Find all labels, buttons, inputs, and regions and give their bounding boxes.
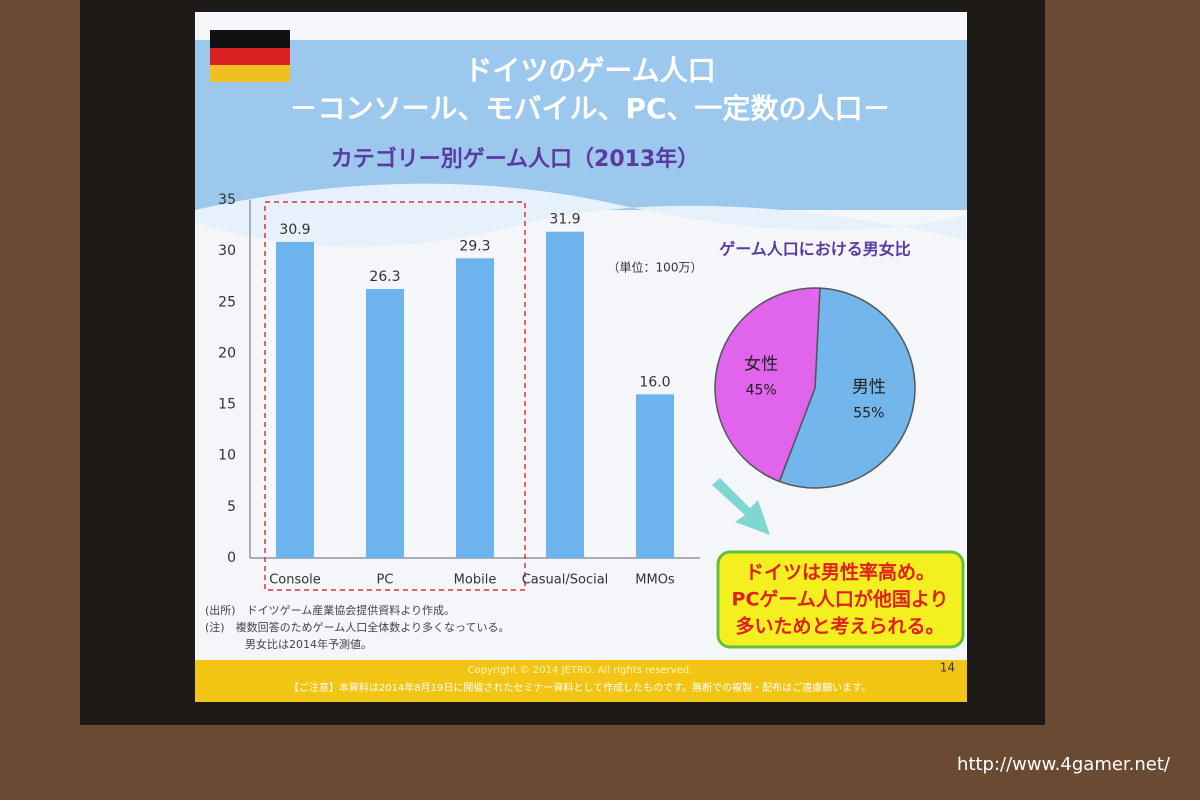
bar [546, 231, 584, 559]
value-label: 16.0 [639, 374, 670, 390]
note: (注) 複数回答のためゲーム人口全体数より多くなっている。 [205, 620, 509, 634]
bar [636, 394, 674, 558]
y-tick-label: 10 [218, 448, 236, 464]
slice-label: 女性 [744, 355, 778, 375]
slide-title: ドイツのゲーム人口 [464, 54, 715, 87]
y-tick-label: 20 [218, 345, 236, 361]
highlight-box [264, 201, 526, 591]
slide-subtitle: －コンソール、モバイル、PC、一定数の人口－ [289, 92, 890, 125]
note: (出所) ドイツゲーム産業協会提供資料より作成。 [205, 603, 455, 617]
header-band [195, 40, 967, 210]
value-label: 26.3 [369, 269, 400, 285]
x-tick-label: Console [269, 573, 321, 588]
disclaimer: 【ご注意】本資料は2014年8月19日に開催されたセミナー資料として作成したもの… [289, 681, 871, 694]
watermark: http://www.4gamer.net/ [957, 754, 1171, 775]
flag-gold [210, 65, 290, 82]
flag-red [210, 48, 290, 65]
arrow [712, 478, 770, 535]
callout-line: 多いためと考えられる。 [735, 615, 944, 638]
value-label: 29.3 [459, 238, 490, 254]
slice-value: 45% [746, 383, 777, 399]
page-number: 14 [940, 661, 955, 675]
callout-line: ドイツは男性率高め。 [745, 561, 935, 584]
flag-black [210, 30, 290, 48]
y-tick-label: 0 [227, 550, 236, 566]
slice-value: 55% [853, 405, 884, 421]
y-tick-label: 35 [218, 192, 236, 208]
footer-band [195, 660, 967, 702]
value-label: 31.9 [549, 212, 580, 228]
y-tick-label: 5 [227, 499, 236, 515]
x-tick-label: Mobile [454, 573, 497, 588]
note: 男女比は2014年予測値。 [245, 637, 372, 651]
wave [195, 183, 967, 247]
bar [456, 258, 494, 558]
bar [366, 288, 404, 558]
value-label: 30.9 [279, 222, 310, 238]
unit-note: （単位：100万） [608, 260, 703, 275]
y-tick-label: 15 [218, 397, 236, 413]
callout-line: PCゲーム人口が他国より [732, 588, 949, 611]
callout-box [716, 550, 965, 649]
y-tick-label: 25 [218, 294, 236, 310]
pie-slice [778, 287, 916, 489]
x-tick-label: Casual/Social [522, 573, 609, 588]
x-tick-label: MMOs [635, 573, 675, 588]
pie-chart-title: ゲーム人口における男女比 [719, 240, 911, 259]
slice-label: 男性 [852, 377, 886, 397]
copyright: Copyright © 2014 JETRO. All rights reser… [468, 665, 693, 676]
bar-chart-title: カテゴリー別ゲーム人口（2013年） [331, 146, 700, 172]
y-tick-label: 30 [218, 243, 236, 259]
bar [276, 241, 314, 559]
x-tick-label: PC [377, 573, 394, 588]
pie-slice [714, 287, 821, 483]
